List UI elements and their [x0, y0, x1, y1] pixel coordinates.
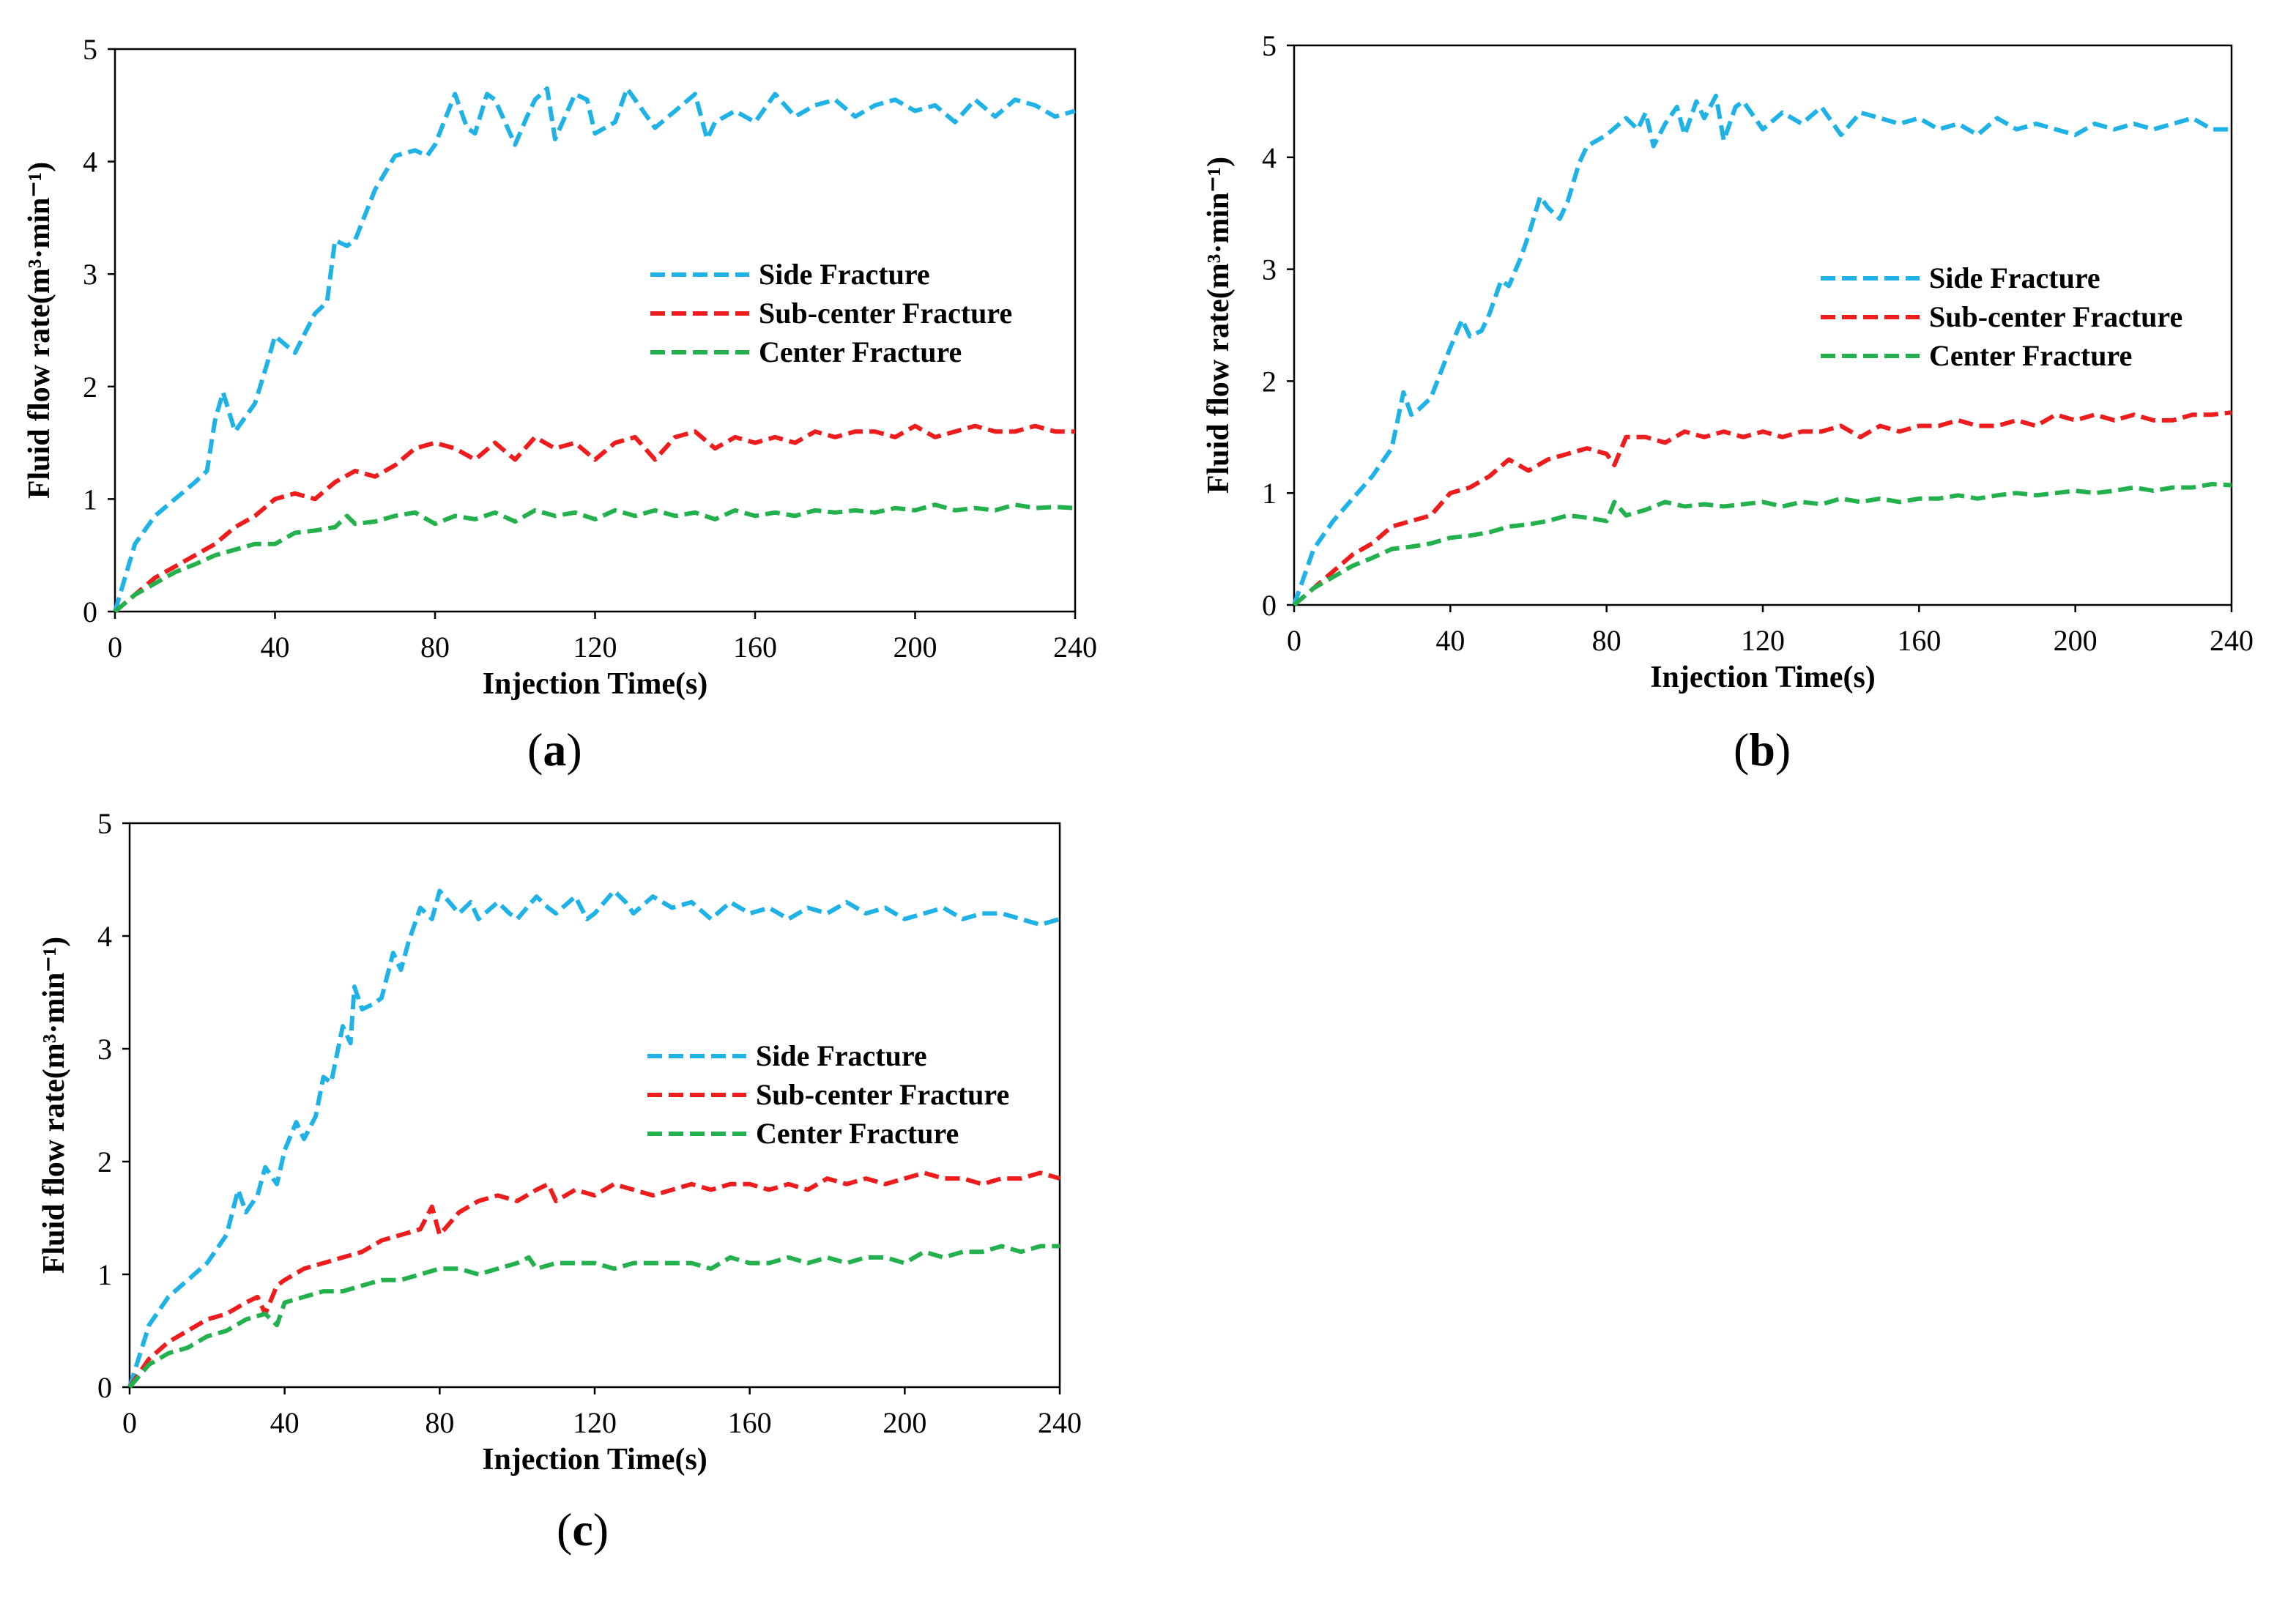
x-tick-label: 80 [420, 631, 450, 664]
series-line-center-fracture [127, 1244, 1060, 1389]
series-line-side-fracture [1292, 93, 2232, 606]
panel-letter: a [543, 724, 566, 776]
legend: Side Fracture Sub-center Fracture Center F… [647, 1039, 1009, 1150]
x-tick-label: 0 [122, 1406, 137, 1439]
y-tick-label: 0 [1262, 589, 1277, 622]
x-tick-label: 40 [261, 631, 290, 664]
y-tick-label: 5 [83, 33, 97, 66]
legend-label: Center Fracture [1929, 339, 2132, 372]
y-tick-label: 1 [83, 483, 97, 516]
y-axis-title: Fluid flow rate(m³·min⁻¹) [1202, 157, 1236, 494]
series-line-sub-center-fracture [114, 423, 1075, 614]
y-tick-label: 2 [1262, 365, 1277, 398]
panel-label: (c) [557, 1504, 609, 1556]
y-tick-label: 5 [1262, 29, 1277, 62]
x-axis-title: Injection Time(s) [482, 1443, 707, 1476]
y-tick-label: 4 [97, 920, 112, 953]
panel-letter: c [572, 1504, 592, 1556]
series-line-side-fracture [113, 86, 1076, 612]
y-tick-label: 4 [1262, 141, 1277, 174]
y-tick-label: 0 [83, 595, 97, 628]
panel-paren-open: ( [527, 724, 543, 776]
legend: Side Fracture Sub-center Fracture Center F… [650, 258, 1012, 368]
panel-letter: b [1749, 724, 1775, 776]
x-tick-label: 40 [1435, 624, 1465, 657]
y-tick-label: 2 [83, 371, 97, 404]
legend-label: Sub-center Fracture [756, 1078, 1009, 1111]
x-tick-label: 240 [1038, 1406, 1082, 1439]
legend-label: Center Fracture [759, 335, 962, 368]
y-tick-label: 3 [1262, 253, 1277, 286]
x-tick-label: 0 [108, 631, 122, 664]
x-tick-label: 200 [893, 631, 937, 664]
y-axis-title: Fluid flow rate(m³·min⁻¹) [37, 937, 71, 1274]
panel-paren-open: ( [1734, 724, 1749, 776]
x-tick-label: 240 [2210, 624, 2254, 657]
y-tick-label: 2 [97, 1145, 112, 1178]
series-line-sub-center-fracture [127, 1170, 1060, 1389]
y-axis-title: Fluid flow rate(m³·min⁻¹) [23, 162, 56, 499]
series-line-sub-center-fracture [1293, 410, 2232, 607]
y-tick-label: 4 [83, 146, 97, 179]
legend-label: Center Fracture [756, 1117, 959, 1150]
legend-label: Sub-center Fracture [759, 297, 1012, 330]
x-tick-label: 120 [573, 631, 617, 664]
panel-paren-close: ) [1775, 724, 1791, 776]
panel-paren-close: ) [593, 1504, 609, 1556]
chart-panel-b: 0 40 80 120 160 200 240 0 1 2 3 4 5 Injection Time(s)… [1202, 29, 2254, 776]
y-tick-label: 5 [97, 807, 112, 840]
panel-label: (b) [1734, 724, 1791, 776]
x-tick-label: 200 [2054, 624, 2098, 657]
chart-panel-c: 0 40 80 120 160 200 240 0 1 2 3 4 5 Injection Time(s)… [37, 807, 1082, 1556]
x-tick-label: 120 [1741, 624, 1785, 657]
y-tick-label: 3 [83, 258, 97, 291]
series-line-center-fracture [114, 502, 1076, 614]
x-tick-label: 200 [883, 1406, 926, 1439]
legend: Side Fracture Sub-center Fracture Center F… [1821, 261, 2182, 372]
y-tick-label: 1 [1262, 477, 1277, 510]
x-tick-label: 80 [1592, 624, 1621, 657]
x-axis-title: Injection Time(s) [1650, 661, 1876, 694]
y-tick-label: 0 [97, 1371, 112, 1404]
x-tick-label: 40 [270, 1406, 300, 1439]
legend-label: Side Fracture [1929, 261, 2100, 294]
legend-label: Sub-center Fracture [1929, 300, 2182, 333]
panel-paren-close: ) [566, 724, 582, 776]
x-tick-label: 160 [1897, 624, 1941, 657]
x-tick-label: 80 [425, 1406, 454, 1439]
chart-panel-a: 0 40 80 120 160 200 240 0 1 2 3 4 5 Injection Time(s)… [23, 33, 1097, 776]
panel-label: (a) [527, 724, 582, 776]
panel-paren-open: ( [557, 1504, 572, 1556]
x-tick-label: 160 [728, 1406, 772, 1439]
x-tick-label: 120 [573, 1406, 617, 1439]
x-tick-label: 240 [1053, 631, 1097, 664]
legend-label: Side Fracture [759, 258, 930, 291]
y-tick-label: 1 [97, 1258, 112, 1291]
x-tick-label: 0 [1287, 624, 1301, 657]
series-line-center-fracture [1293, 482, 2232, 607]
legend-label: Side Fracture [756, 1039, 927, 1072]
x-axis-title: Injection Time(s) [483, 667, 708, 701]
x-tick-label: 160 [733, 631, 777, 664]
series-line-side-fracture [127, 888, 1060, 1388]
y-tick-label: 3 [97, 1033, 112, 1066]
